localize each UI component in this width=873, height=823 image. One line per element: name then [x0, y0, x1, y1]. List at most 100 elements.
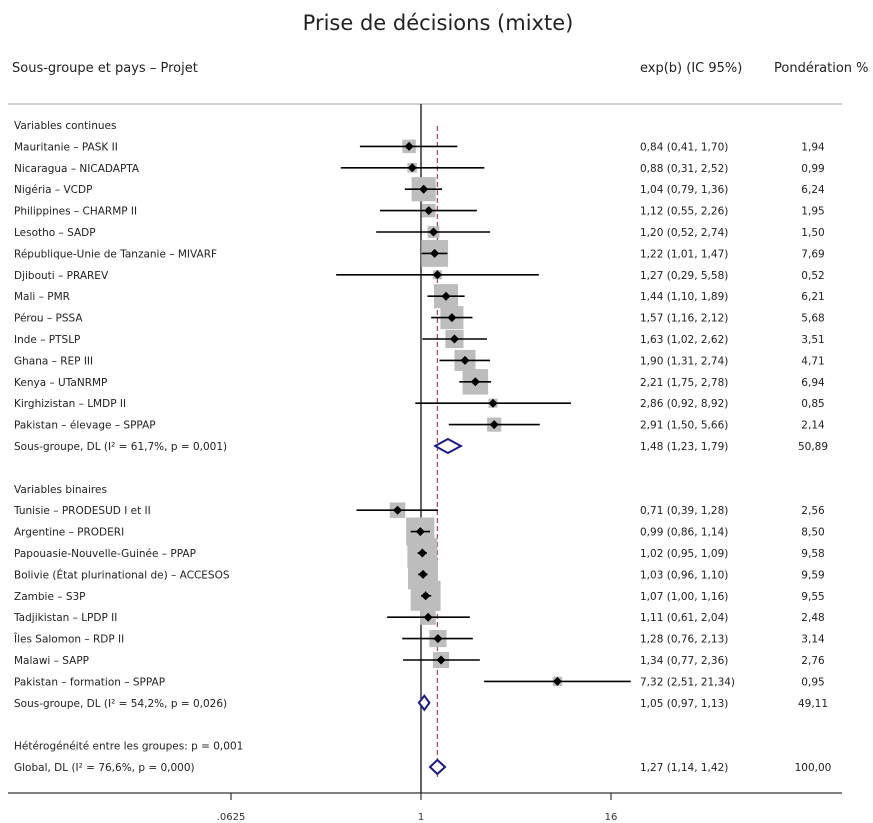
- study-estimate: 1,02 (0,95, 1,09): [640, 548, 728, 560]
- study-estimate: 1,03 (0,96, 1,10): [640, 569, 728, 581]
- study-point: [421, 591, 431, 601]
- study-point: [460, 355, 470, 365]
- subgroup-diamond: [417, 694, 431, 712]
- study-label: Îles Salomon – RDP II: [13, 633, 124, 646]
- study-weight: 1,94: [801, 141, 825, 153]
- subgroup-weight: 49,11: [798, 698, 828, 710]
- study-weight: 4,71: [801, 355, 824, 367]
- study-point: [470, 377, 480, 387]
- subgroup-diamond: [433, 437, 464, 455]
- study-estimate: 1,44 (1,10, 1,89): [640, 291, 728, 303]
- study-weight: 1,95: [801, 206, 824, 218]
- study-estimate: 2,91 (1,50, 5,66): [640, 420, 728, 432]
- group-label: Variables binaires: [14, 484, 107, 496]
- study-point: [433, 634, 443, 644]
- study-label: Mauritanie – PASK II: [14, 141, 118, 153]
- study-estimate: 1,12 (0,55, 2,26): [640, 206, 728, 218]
- chart-title: Prise de décisions (mixte): [303, 11, 574, 35]
- study-estimate: 1,57 (1,16, 2,12): [640, 313, 728, 325]
- study-estimate: 1,34 (0,77, 2,36): [640, 655, 728, 667]
- study-label: Philippines – CHARMP II: [14, 206, 137, 218]
- study-label: Kenya – UTaNRMP: [14, 377, 107, 389]
- study-weight: 2,48: [801, 612, 824, 624]
- x-tick-label: 16: [605, 812, 618, 823]
- overall-estimate: 1,27 (1,14, 1,42): [640, 762, 728, 774]
- header-weight: Pondération %: [774, 61, 869, 76]
- study-weight: 9,55: [801, 591, 824, 603]
- subgroup-label: Sous-groupe, DL (I² = 54,2%, p = 0,026): [14, 698, 227, 710]
- study-point: [552, 676, 562, 686]
- study-estimate: 1,07 (1,00, 1,16): [640, 591, 728, 603]
- plot-rows: Variables continues Mauritanie – PASK II 0…: [13, 104, 831, 793]
- study-estimate: 1,63 (1,02, 2,62): [640, 334, 728, 346]
- study-label: Ghana – REP III: [14, 355, 93, 367]
- study-point: [449, 334, 459, 344]
- study-estimate: 2,21 (1,75, 2,78): [640, 377, 728, 389]
- study-label: Nicaragua – NICADAPTA: [14, 163, 140, 175]
- study-weight: 8,50: [801, 527, 824, 539]
- study-label: Kirghizistan – LMDP II: [14, 398, 126, 410]
- study-point: [423, 612, 433, 622]
- group-label: Variables continues: [14, 120, 116, 132]
- study-estimate: 0,88 (0,31, 2,52): [640, 163, 728, 175]
- study-weight: 2,14: [801, 420, 825, 432]
- study-estimate: 1,20 (0,52, 2,74): [640, 227, 728, 239]
- study-label: Argentine – PRODERI: [14, 527, 124, 539]
- overall-diamond: [428, 758, 447, 776]
- study-point: [436, 655, 446, 665]
- study-weight: 9,59: [801, 569, 824, 581]
- study-label: République-Unie de Tanzanie – MIVARF: [14, 248, 217, 260]
- study-point: [417, 548, 427, 558]
- study-point: [488, 398, 498, 408]
- study-weight: 6,21: [801, 291, 824, 303]
- study-label: Tunisie – PRODESUD I et II: [13, 505, 151, 517]
- study-label: Pakistan – élevage – SPPAP: [14, 420, 156, 432]
- header-estimate: exp(b) (IC 95%): [640, 61, 742, 76]
- study-weight: 7,69: [801, 248, 824, 260]
- study-point: [432, 270, 442, 280]
- x-tick-label: .0625: [217, 812, 246, 823]
- study-weight: 9,58: [801, 548, 824, 560]
- study-label: Malawi – SAPP: [14, 655, 89, 667]
- study-estimate: 1,22 (1,01, 1,47): [640, 248, 728, 260]
- subgroup-estimate: 1,05 (0,97, 1,13): [640, 698, 728, 710]
- study-estimate: 1,27 (0,29, 5,58): [640, 270, 728, 282]
- study-weight: 2,76: [801, 655, 825, 667]
- study-estimate: 0,84 (0,41, 1,70): [640, 141, 728, 153]
- study-point: [424, 206, 434, 216]
- study-weight: 0,99: [801, 163, 824, 175]
- study-weight: 1,50: [801, 227, 824, 239]
- subgroup-label: Sous-groupe, DL (I² = 61,7%, p = 0,001): [14, 441, 227, 453]
- study-weight: 6,94: [801, 377, 825, 389]
- study-weight: 3,51: [801, 334, 824, 346]
- study-estimate: 1,90 (1,31, 2,74): [640, 355, 728, 367]
- study-estimate: 7,32 (2,51, 21,34): [640, 676, 735, 688]
- study-label: Pakistan – formation – SPPAP: [14, 676, 165, 688]
- heterogeneity-label: Hétérogénéité entre les groupes: p = 0,0…: [14, 741, 243, 753]
- study-label: Mali – PMR: [14, 291, 70, 303]
- study-weight: 0,95: [801, 676, 824, 688]
- study-label: Djibouti – PRAREV: [14, 270, 109, 282]
- x-axis: .0625 1 16: [217, 793, 618, 823]
- study-label: Tadjikistan – LPDP II: [13, 612, 117, 624]
- study-estimate: 1,28 (0,76, 2,13): [640, 634, 728, 646]
- study-weight: 0,52: [801, 270, 824, 282]
- study-point: [393, 505, 403, 515]
- study-point: [430, 248, 440, 258]
- study-label: Inde – PTSLP: [14, 334, 80, 346]
- study-weight: 6,24: [801, 184, 825, 196]
- study-point: [419, 184, 429, 194]
- study-estimate: 2,86 (0,92, 8,92): [640, 398, 728, 410]
- study-label: Pérou – PSSA: [14, 313, 83, 325]
- subgroup-weight: 50,89: [798, 441, 828, 453]
- study-point: [428, 227, 438, 237]
- study-label: Lesotho – SADP: [14, 227, 96, 239]
- study-estimate: 0,99 (0,86, 1,14): [640, 527, 728, 539]
- study-label: Nigéria – VCDP: [14, 184, 92, 196]
- study-estimate: 1,11 (0,61, 2,04): [640, 612, 728, 624]
- overall-label: Global, DL (I² = 76,6%, p = 0,000): [14, 762, 195, 774]
- study-label: Zambie – S3P: [14, 591, 86, 603]
- study-point: [407, 163, 417, 173]
- study-point: [441, 291, 451, 301]
- study-weight: 3,14: [801, 634, 825, 646]
